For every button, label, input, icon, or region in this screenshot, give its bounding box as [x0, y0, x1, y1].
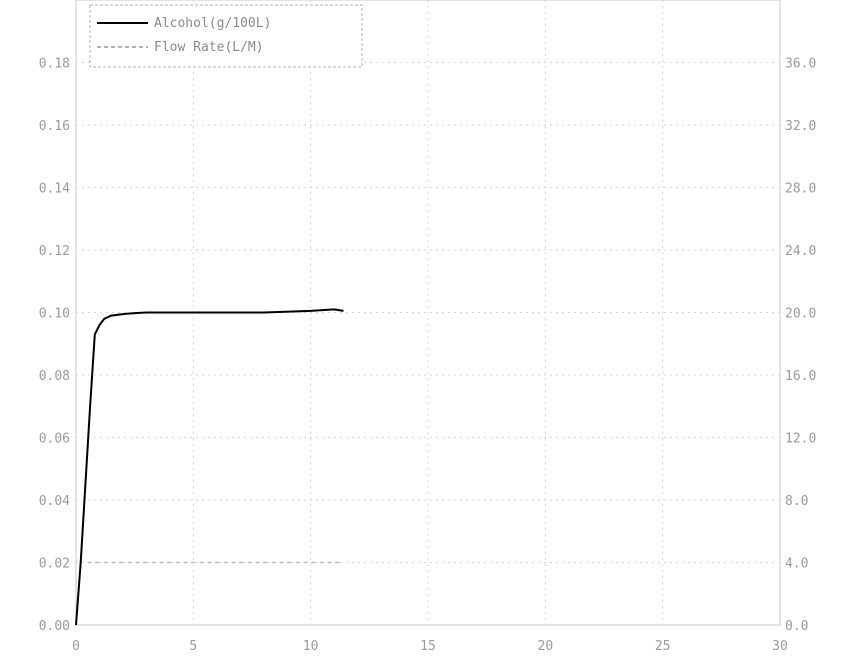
- legend-label-alcohol: Alcohol(g/100L): [154, 16, 271, 31]
- x-tick-label: 25: [655, 639, 671, 654]
- x-tick-label: 20: [538, 639, 554, 654]
- x-tick-label: 5: [189, 639, 197, 654]
- x-tick-label: 15: [420, 639, 436, 654]
- y2-tick-label: 36.0: [785, 57, 816, 72]
- x-tick-label: 10: [303, 639, 319, 654]
- x-tick-label: 30: [772, 639, 788, 654]
- y2-tick-label: 32.0: [785, 119, 816, 134]
- y2-tick-label: 4.0: [785, 557, 808, 572]
- y2-tick-label: 28.0: [785, 182, 816, 197]
- y-tick-label: 0.18: [39, 57, 70, 72]
- y-axis-ticks: 0.00 0.02 0.04 0.06 0.08 0.10 0.12 0.14 0.16 0.18: [39, 57, 70, 635]
- series-line-alcohol: [75, 308, 344, 626]
- y-tick-label: 0.16: [39, 119, 70, 134]
- y2-tick-label: 12.0: [785, 432, 816, 447]
- y-tick-label: 0.04: [39, 494, 70, 509]
- y2-axis-ticks: 0.0 4.0 8.0 12.0 16.0 20.0 24.0 28.0 32.0 36.0: [785, 57, 816, 635]
- legend-box: [89, 4, 363, 68]
- y-tick-label: 0.10: [39, 307, 70, 322]
- y-tick-label: 0.12: [39, 244, 70, 259]
- y2-tick-label: 20.0: [785, 307, 816, 322]
- legend: Alcohol(g/100L) Flow Rate(L/M): [89, 4, 363, 68]
- legend-label-flow: Flow Rate(L/M): [154, 40, 264, 55]
- y-tick-label: 0.06: [39, 432, 70, 447]
- y2-tick-label: 24.0: [785, 244, 816, 259]
- x-tick-label: 0: [72, 639, 80, 654]
- y2-tick-label: 16.0: [785, 369, 816, 384]
- series-group: [75, 308, 344, 626]
- y-tick-label: 0.02: [39, 557, 70, 572]
- x-axis-ticks: 0 5 10 15 20 25 30: [72, 639, 788, 654]
- y2-tick-label: 8.0: [785, 494, 808, 509]
- y-tick-label: 0.08: [39, 369, 70, 384]
- y-tick-label: 0.00: [39, 619, 70, 634]
- y-tick-label: 0.14: [39, 182, 70, 197]
- y2-tick-label: 0.0: [785, 619, 808, 634]
